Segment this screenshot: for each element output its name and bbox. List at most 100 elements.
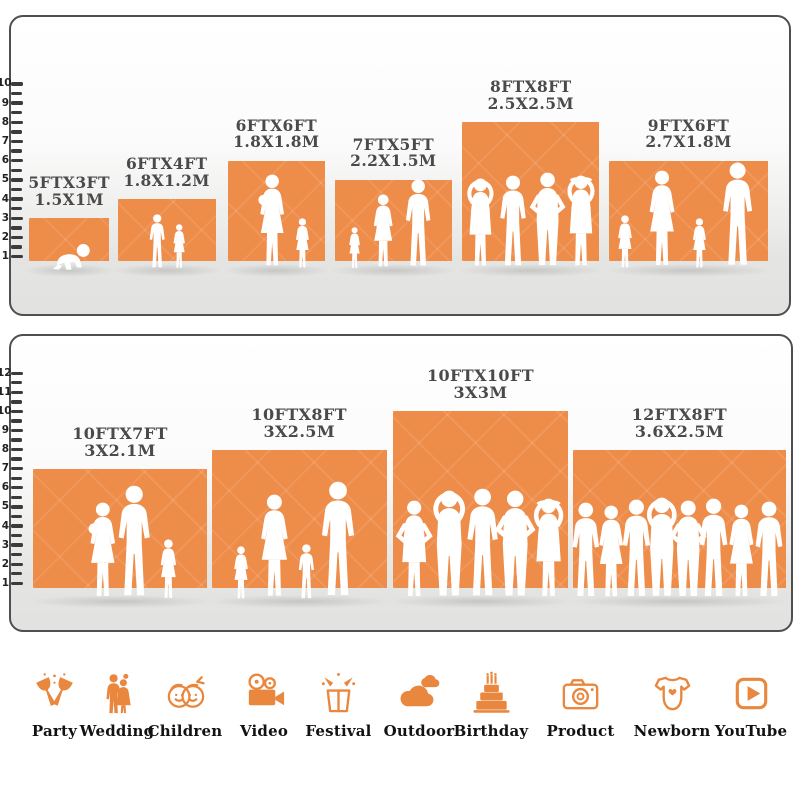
ruler-half-tick xyxy=(10,130,22,134)
ruler-tick xyxy=(10,178,23,182)
ruler-tick-label: 10 xyxy=(0,77,12,90)
outdoor-icon xyxy=(396,670,443,717)
bar-size-label: 8FTX8FT 2.5X2.5M xyxy=(436,79,626,112)
bar-size-feet: 10FTX7FT xyxy=(72,423,168,443)
ruler-half-tick xyxy=(10,207,22,211)
ruler-tick-label: 9 xyxy=(1,424,9,436)
category-product: Product xyxy=(538,670,624,740)
ruler-tick-label: 7 xyxy=(1,462,9,475)
ruler-tick-label: 8 xyxy=(1,443,9,456)
bar-size-feet: 10FTX10FT xyxy=(426,366,535,386)
category-newborn: Newborn xyxy=(629,670,715,740)
category-label: Festival xyxy=(305,722,372,740)
people-silhouette xyxy=(156,538,181,601)
bar-size-feet: 8FTX8FT xyxy=(490,77,572,97)
ruler-half-tick xyxy=(10,111,22,115)
people-silhouette xyxy=(749,501,789,601)
people-silhouette xyxy=(314,481,362,601)
ruler-tick xyxy=(10,447,23,452)
ruler-tick-label: 6 xyxy=(1,481,9,494)
people-silhouette xyxy=(146,214,168,270)
people-silhouette xyxy=(616,499,657,601)
bar-size-meters: 3X2.5M xyxy=(263,421,335,441)
people-silhouette xyxy=(614,215,636,270)
bar-size-feet: 10FTX8FT xyxy=(251,404,347,424)
category-label: Birthday xyxy=(453,722,529,740)
ruler-tick xyxy=(10,524,23,528)
ruler-half-tick xyxy=(10,476,22,480)
ruler-half-tick xyxy=(10,572,22,576)
wedding-icon xyxy=(94,670,141,717)
ruler-tick-label: 11 xyxy=(0,385,12,398)
ruler-tick-label: 4 xyxy=(1,519,9,532)
people-silhouette xyxy=(346,227,363,270)
bar-floor-shadow xyxy=(23,264,115,277)
people-silhouette xyxy=(716,162,759,270)
newborn-icon xyxy=(649,670,696,717)
people-silhouette xyxy=(292,218,313,270)
bar-floor-shadow xyxy=(26,594,214,608)
category-youtube: YouTube xyxy=(708,670,794,740)
category-outdoor: Outdoor xyxy=(376,670,462,740)
ruler-tick-label: 5 xyxy=(1,500,9,513)
bar-size-label: 10FTX7FT 3X2.1M xyxy=(25,425,215,459)
category-label: YouTube xyxy=(714,722,788,740)
category-birthday: Birthday xyxy=(448,670,534,740)
people-silhouette xyxy=(592,505,630,601)
ruler-tick-label: 2 xyxy=(1,231,9,243)
people-silhouette xyxy=(693,498,734,601)
children-icon xyxy=(162,670,209,717)
ruler-tick-label: 1 xyxy=(1,250,9,263)
youtube-icon xyxy=(728,670,775,717)
category-video: Video xyxy=(221,670,307,740)
bar-size-meters: 2.5X2.5M xyxy=(487,93,574,113)
people-silhouette xyxy=(253,494,296,601)
bar-size-meters: 3X3M xyxy=(453,383,508,403)
category-label: Outdoor xyxy=(383,722,455,740)
ruler-half-tick xyxy=(10,514,22,519)
people-silhouette xyxy=(641,497,683,601)
bar-size-meters: 2.7X1.8M xyxy=(645,132,732,152)
bar-size-meters: 3X2.1M xyxy=(84,440,156,460)
people-silhouette xyxy=(722,504,761,601)
ruler-tick-label: 4 xyxy=(1,192,9,205)
bar-size-meters: 1.8X1.2M xyxy=(123,170,210,190)
people-silhouette xyxy=(400,179,436,270)
bar-size-label: 9FTX6FT 2.7X1.8M xyxy=(594,115,784,152)
ruler-half-tick xyxy=(10,245,22,249)
people-silhouette xyxy=(668,500,708,601)
people-silhouette xyxy=(689,218,710,270)
ruler-tick xyxy=(10,235,23,240)
party-icon xyxy=(31,670,78,717)
ruler-tick xyxy=(10,197,23,201)
bar-floor-shadow xyxy=(111,264,222,277)
bar-floor-shadow xyxy=(456,264,606,277)
ruler-tick xyxy=(10,428,23,433)
ruler-tick xyxy=(10,371,23,375)
ruler-tick xyxy=(10,159,23,163)
bar-size-meters: 3.6X2.5M xyxy=(634,421,724,441)
bar-size-label: 10FTX10FT 3X3M xyxy=(386,367,576,401)
bar-size-label: 5FTX3FT 1.5X1M xyxy=(0,175,164,208)
bar-size-feet: 9FTX6FT xyxy=(647,115,730,135)
ruler-half-tick xyxy=(10,149,22,153)
bar-size-feet: 6FTX6FT xyxy=(235,115,318,135)
ruler-tick xyxy=(10,543,23,547)
bar-floor-shadow xyxy=(329,264,458,277)
ruler-tick-label: 3 xyxy=(1,538,9,551)
category-label: Children xyxy=(147,722,223,740)
ruler-half-tick xyxy=(10,91,22,96)
people-silhouette xyxy=(170,224,188,270)
ruler-tick xyxy=(10,486,23,490)
people-silhouette xyxy=(493,490,537,601)
category-label: Video xyxy=(239,722,289,740)
category-label: Newborn xyxy=(633,722,711,740)
ruler-half-tick xyxy=(10,438,22,442)
ruler-tick-label: 3 xyxy=(1,211,9,224)
ruler-tick xyxy=(10,216,23,220)
bar-size-feet: 6FTX4FT xyxy=(125,154,208,174)
people-silhouette xyxy=(394,500,434,601)
category-party: Party xyxy=(12,670,98,740)
people-silhouette xyxy=(562,175,600,270)
